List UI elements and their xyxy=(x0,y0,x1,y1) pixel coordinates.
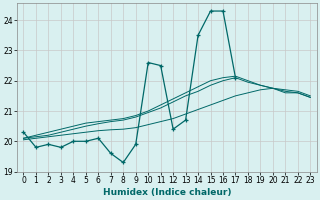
X-axis label: Humidex (Indice chaleur): Humidex (Indice chaleur) xyxy=(103,188,231,197)
